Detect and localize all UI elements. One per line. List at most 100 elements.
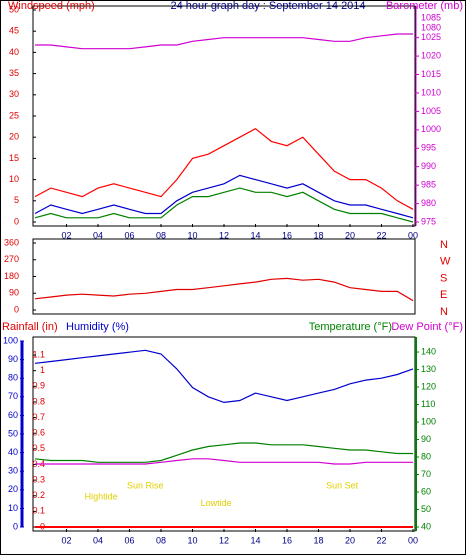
y2-tick-label: 140 <box>421 346 436 356</box>
direction-label: W <box>440 256 451 268</box>
x-tick-label: 16 <box>282 230 292 240</box>
y2-tick-label: 70 <box>421 469 431 479</box>
y-tick-label: 15 <box>9 153 19 163</box>
annotation: Lowtide <box>201 498 232 508</box>
y2-tick-label: 50 <box>421 504 431 514</box>
x-tick-label: 22 <box>376 535 386 545</box>
x-tick-label: 10 <box>187 535 197 545</box>
y2-tick-label: 1010 <box>421 87 441 97</box>
x-tick-label: 02 <box>61 535 71 545</box>
x-tick-label: 14 <box>250 535 260 545</box>
y-tick-label: 0.8 <box>32 396 45 406</box>
y-tick-label: 90 <box>9 288 19 298</box>
x-tick-label: 00 <box>408 230 418 240</box>
y-tick-label: 20 <box>9 132 19 142</box>
y-tick-label: 180 <box>4 271 19 281</box>
y-tick-label: 270 <box>4 254 19 264</box>
y3-label: Humidity (%) <box>66 321 129 333</box>
y-tick-label: 0.9 <box>32 381 45 391</box>
x-tick-label: 04 <box>93 230 103 240</box>
y-tick-label: 0.2 <box>32 490 45 500</box>
y2-tick-label: 1005 <box>421 106 441 116</box>
y2-break-label: 1085 <box>421 12 441 22</box>
y-tick-label: 40 <box>9 47 19 57</box>
y-tick-label: 10 <box>9 174 19 184</box>
y2-tick-label: 130 <box>421 364 436 374</box>
humidity-tick-label: 40 <box>8 447 18 457</box>
y-tick-label: 50 <box>9 4 19 14</box>
y-tick-label: 0.5 <box>32 443 45 453</box>
x-tick-label: 06 <box>124 230 134 240</box>
x-tick-label: 20 <box>345 230 355 240</box>
y2-tick-label: 90 <box>421 434 431 444</box>
humidity-tick-label: 70 <box>8 391 18 401</box>
y2-label: Barometer (mb) <box>386 0 463 12</box>
humidity-tick-label: 10 <box>8 503 18 513</box>
y2-tick-label: 1020 <box>421 50 441 60</box>
x-tick-label: 16 <box>282 535 292 545</box>
y-tick-label: 35 <box>9 68 19 78</box>
y4-label: Dew Point (°F) <box>391 321 463 333</box>
chart-title: 24 hour graph day : September 14 2014 <box>170 0 365 12</box>
x-tick-label: 10 <box>187 230 197 240</box>
y-tick-label: 0 <box>14 304 19 314</box>
humidity-tick-label: 80 <box>8 373 18 383</box>
humidity-tick-label: 100 <box>3 335 18 345</box>
y2-tick-label: 120 <box>421 381 436 391</box>
x-tick-label: 14 <box>250 230 260 240</box>
humidity-tick-label: 90 <box>8 354 18 364</box>
y2-tick-label: 1015 <box>421 69 441 79</box>
direction-label: E <box>440 289 447 301</box>
direction-label: N <box>440 239 448 251</box>
y2-tick-label: 975 <box>421 216 436 226</box>
y-tick-label: 30 <box>9 89 19 99</box>
y-tick-label: 1.1 <box>32 349 45 359</box>
humidity-tick-label: 20 <box>8 484 18 494</box>
y-tick-label: 0.6 <box>32 428 45 438</box>
annotation: Sun Rise <box>127 481 164 491</box>
y2-tick-label: 1000 <box>421 124 441 134</box>
y2-tick-label: 80 <box>421 451 431 461</box>
y-tick-label: 0.3 <box>32 474 45 484</box>
y2-tick-label: 1025 <box>421 32 441 42</box>
series-line <box>35 458 413 465</box>
x-tick-label: 04 <box>93 535 103 545</box>
y2-tick-label: 110 <box>421 399 435 409</box>
y2-tick-label: 995 <box>421 143 436 153</box>
y-tick-label: 0.1 <box>32 506 45 516</box>
y-tick-label: 0.7 <box>32 412 45 422</box>
y2-tick-label: 60 <box>421 486 431 496</box>
direction-label: S <box>440 272 447 284</box>
x-tick-label: 12 <box>219 230 229 240</box>
series-line <box>34 277 414 302</box>
direction-label: N <box>440 306 448 318</box>
y2-tick-label: 40 <box>421 521 431 531</box>
x-tick-label: 12 <box>219 535 229 545</box>
y-tick-label: 45 <box>9 26 19 36</box>
y-tick-label: 5 <box>14 195 19 205</box>
x-tick-label: 00 <box>408 535 418 545</box>
x-tick-label: 20 <box>345 535 355 545</box>
y2-label: Temperature (°F) <box>309 321 392 333</box>
x-tick-label: 18 <box>313 535 323 545</box>
humidity-tick-label: 0 <box>13 521 18 531</box>
x-tick-label: 18 <box>313 230 323 240</box>
x-tick-label: 06 <box>124 535 134 545</box>
y2-tick-label: 985 <box>421 180 436 190</box>
y-label: Windspeed (mph) <box>8 0 95 12</box>
humidity-tick-label: 30 <box>8 466 18 476</box>
x-tick-label: 02 <box>61 230 71 240</box>
series-line <box>34 127 414 210</box>
series-line <box>34 174 414 219</box>
humidity-tick-label: 60 <box>8 410 18 420</box>
series-line <box>34 442 413 463</box>
y2-tick-label: 100 <box>421 416 436 426</box>
x-tick-label: 22 <box>376 230 386 240</box>
series-line <box>34 349 414 404</box>
y-tick-label: 1 <box>40 365 45 375</box>
series-line <box>35 33 413 50</box>
x-tick-label: 08 <box>156 230 166 240</box>
annotation: Hightide <box>85 492 118 502</box>
